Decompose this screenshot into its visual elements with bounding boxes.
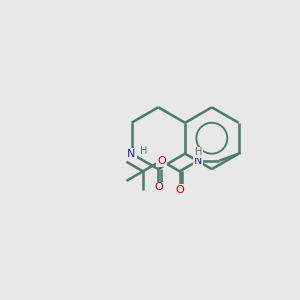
Text: N: N <box>194 156 202 166</box>
Text: O: O <box>157 156 166 166</box>
Text: H: H <box>195 148 203 158</box>
Text: H: H <box>140 146 148 156</box>
Text: O: O <box>175 184 184 195</box>
Text: N: N <box>127 149 136 159</box>
Text: O: O <box>154 182 163 192</box>
